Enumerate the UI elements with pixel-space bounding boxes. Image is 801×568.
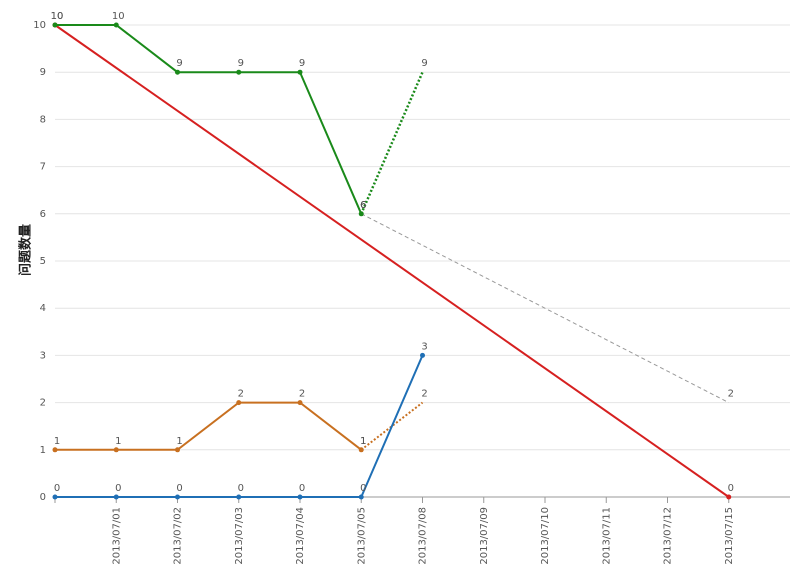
point <box>175 69 180 75</box>
x-tick-label: 2013/07/03 <box>234 507 245 565</box>
data-label: 6 <box>360 200 366 211</box>
data-label: 0 <box>115 483 121 494</box>
x-tick-label: 2013/07/01 <box>111 507 122 565</box>
data-label: 2 <box>299 389 305 400</box>
data-label: 0 <box>360 483 366 494</box>
x-tick-label: 2013/07/08 <box>418 507 429 565</box>
series-line <box>361 213 729 404</box>
data-label: 9 <box>238 58 244 69</box>
series-line <box>360 71 424 215</box>
y-tick-label: 6 <box>40 209 46 220</box>
point <box>113 447 119 453</box>
data-label: 9 <box>299 58 305 69</box>
x-tick-label: 2013/07/02 <box>173 507 184 565</box>
y-tick-label: 8 <box>40 114 46 125</box>
y-tick-label: 9 <box>40 67 46 78</box>
x-tick-label: 2013/07/11 <box>601 507 612 565</box>
point <box>358 494 364 500</box>
y-axis-label: 问题数量 <box>18 224 34 276</box>
data-label: 0 <box>299 483 305 494</box>
series-line <box>55 355 424 498</box>
data-label: 0 <box>176 483 182 494</box>
x-tick-label: 2013/07/15 <box>724 507 735 565</box>
point <box>175 494 180 500</box>
data-label: 3 <box>421 341 427 352</box>
series-line <box>54 24 730 498</box>
data-label: 1 <box>54 436 60 447</box>
point <box>52 22 58 28</box>
point <box>236 494 242 500</box>
y-tick-label: 3 <box>40 350 46 361</box>
point <box>297 69 303 75</box>
series-line <box>55 24 363 215</box>
x-tick-label: 2013/07/05 <box>356 507 367 565</box>
point <box>52 494 58 500</box>
data-label: 9 <box>421 58 427 69</box>
x-tick-label: 2013/07/10 <box>540 507 551 565</box>
data-label: 2 <box>421 389 427 400</box>
y-tick-label: 0 <box>40 492 46 503</box>
data-label: 10 <box>112 11 125 22</box>
y-tick-label: 5 <box>40 256 46 267</box>
x-tick-label: 2013/07/04 <box>295 507 306 565</box>
point <box>420 352 425 358</box>
series-line <box>360 401 424 451</box>
point <box>52 447 58 453</box>
y-tick-label: 4 <box>40 303 46 314</box>
data-label: 2 <box>728 389 734 400</box>
data-label: 0 <box>728 483 734 494</box>
data-label: 0 <box>238 483 244 494</box>
data-label: 2 <box>238 389 244 400</box>
x-tick-label: 2013/07/09 <box>479 507 490 565</box>
data-label: 6 <box>360 200 366 211</box>
point <box>297 400 303 406</box>
data-label: 1 <box>360 436 366 447</box>
data-label: 9 <box>176 58 182 69</box>
data-label: 1 <box>360 436 366 447</box>
data-label: 10 <box>51 11 64 22</box>
point <box>297 494 303 500</box>
y-tick-label: 10 <box>33 20 46 31</box>
series-line <box>55 401 362 451</box>
y-tick-label: 1 <box>40 445 46 456</box>
point <box>175 447 180 453</box>
point <box>113 494 119 500</box>
point <box>236 69 242 75</box>
point <box>236 400 242 406</box>
data-label: 1 <box>176 436 182 447</box>
y-tick-label: 7 <box>40 162 46 173</box>
data-label: 10 <box>51 11 64 22</box>
data-label: 6 <box>360 200 366 211</box>
x-tick-label: 2013/07/12 <box>663 507 674 565</box>
y-tick-label: 2 <box>40 398 46 409</box>
point <box>113 22 119 28</box>
point <box>726 494 732 500</box>
data-label: 1 <box>115 436 121 447</box>
data-label: 0 <box>54 483 60 494</box>
